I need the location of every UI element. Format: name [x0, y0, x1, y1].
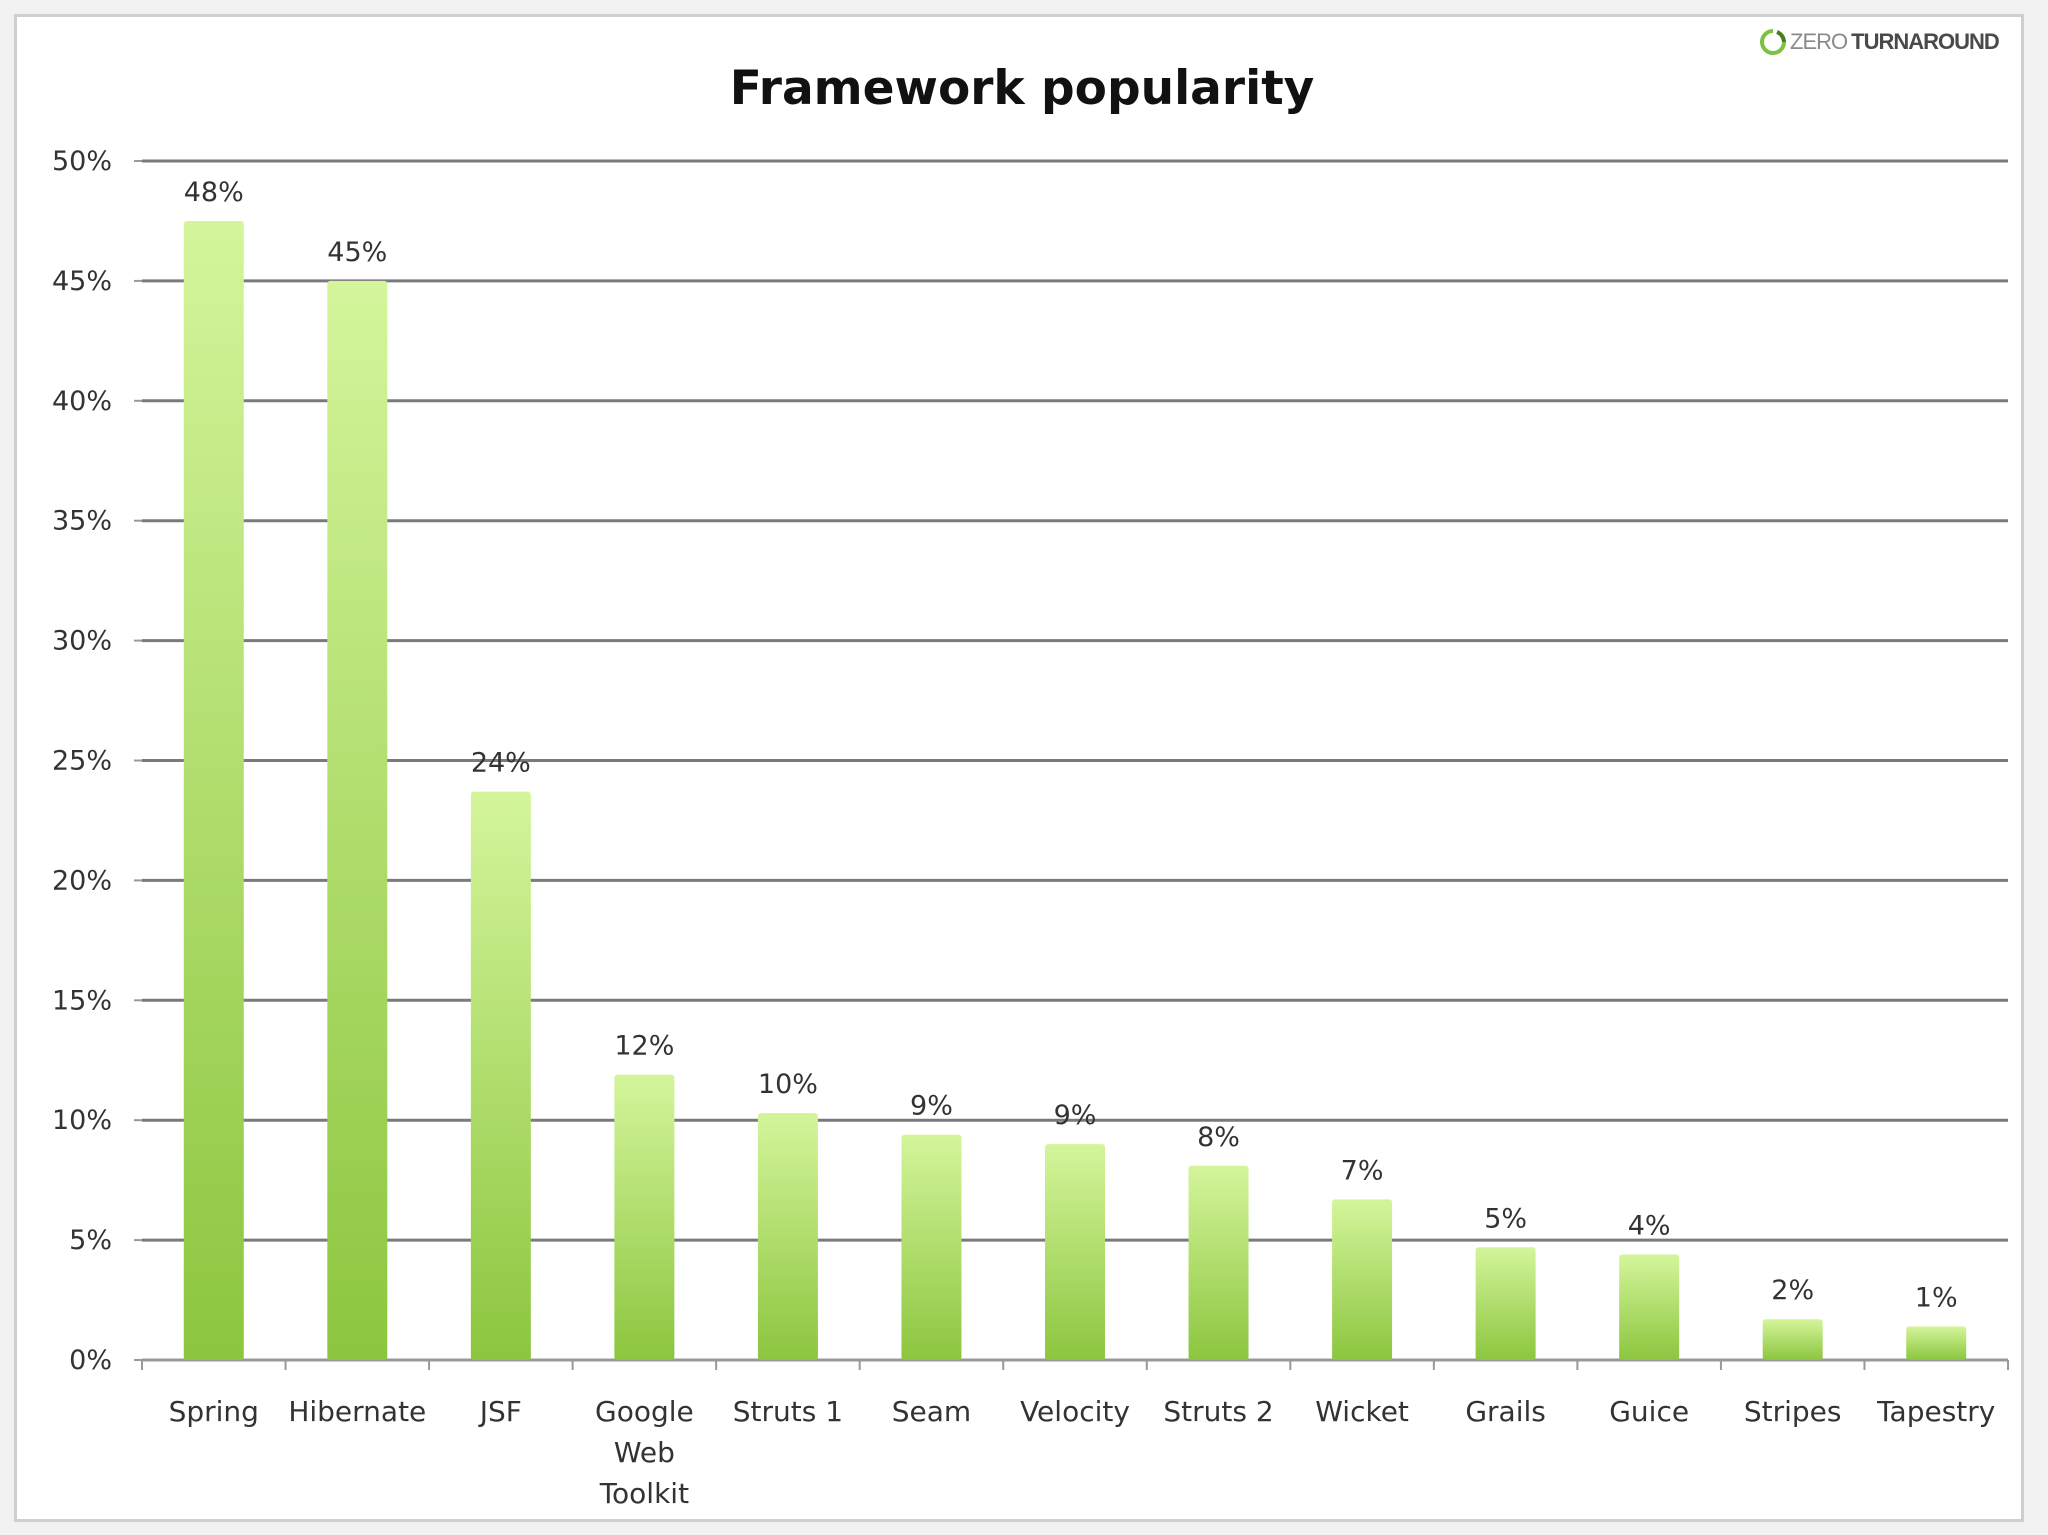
bar — [183, 220, 244, 1361]
data-label: 48% — [184, 177, 244, 208]
bar — [1475, 1247, 1536, 1360]
y-tick-label: 20% — [52, 865, 112, 896]
logo-ring-icon — [1760, 29, 1786, 55]
x-category-label: Struts 1 — [733, 1395, 843, 1428]
x-category-label: Guice — [1609, 1395, 1689, 1428]
data-label: 9% — [1054, 1100, 1097, 1131]
data-label: 10% — [758, 1069, 818, 1100]
data-label: 8% — [1197, 1122, 1240, 1153]
data-label: 1% — [1915, 1282, 1958, 1313]
data-label: 7% — [1341, 1155, 1384, 1186]
bar — [1762, 1319, 1823, 1360]
y-tick-label: 25% — [52, 746, 112, 777]
y-tick-label: 50% — [52, 146, 112, 177]
y-tick-label: 30% — [52, 626, 112, 657]
data-label: 12% — [614, 1031, 674, 1062]
bar — [614, 1074, 675, 1360]
bar — [1332, 1199, 1393, 1360]
y-tick-label: 35% — [52, 506, 112, 537]
data-label: 4% — [1628, 1210, 1671, 1241]
y-tick-label: 5% — [69, 1225, 112, 1256]
data-label: 45% — [327, 237, 387, 268]
bar — [901, 1134, 962, 1360]
x-category-label: Spring — [169, 1395, 259, 1428]
y-tick-label: 0% — [69, 1345, 112, 1376]
bar — [1619, 1254, 1680, 1360]
x-category-label: Google Web Toolkit — [595, 1395, 694, 1510]
bar — [1045, 1144, 1105, 1360]
logo-text-turnaround: TURNAROUND — [1851, 29, 2000, 54]
data-label: 24% — [471, 748, 531, 779]
x-category-label: Seam — [892, 1395, 971, 1428]
bar — [757, 1113, 818, 1360]
x-category-label: JSF — [478, 1395, 522, 1428]
x-category-label: Stripes — [1744, 1395, 1842, 1428]
x-category-label: Velocity — [1020, 1395, 1130, 1428]
x-category-label: Tapestry — [1876, 1395, 1995, 1428]
y-tick-label: 40% — [52, 386, 112, 417]
data-label: 5% — [1484, 1203, 1527, 1234]
x-category-label: Grails — [1465, 1395, 1546, 1428]
x-category-label: Wicket — [1315, 1395, 1409, 1428]
y-tick-label: 45% — [52, 266, 112, 297]
x-category-label: Hibernate — [288, 1395, 426, 1428]
logo-text-zero: ZERO — [1790, 29, 1848, 54]
y-tick-label: 15% — [52, 985, 112, 1016]
bar — [1188, 1165, 1249, 1360]
zeroturnaround-logo: ZERO TURNAROUND — [1760, 28, 2000, 56]
bar — [327, 280, 388, 1360]
bar — [470, 791, 531, 1360]
data-label: 9% — [910, 1091, 953, 1122]
x-category-label: Struts 2 — [1163, 1395, 1273, 1428]
chart-title: Framework popularity — [730, 61, 1315, 116]
bar — [1906, 1326, 1967, 1360]
y-tick-label: 10% — [52, 1105, 112, 1136]
data-label: 2% — [1771, 1275, 1814, 1306]
